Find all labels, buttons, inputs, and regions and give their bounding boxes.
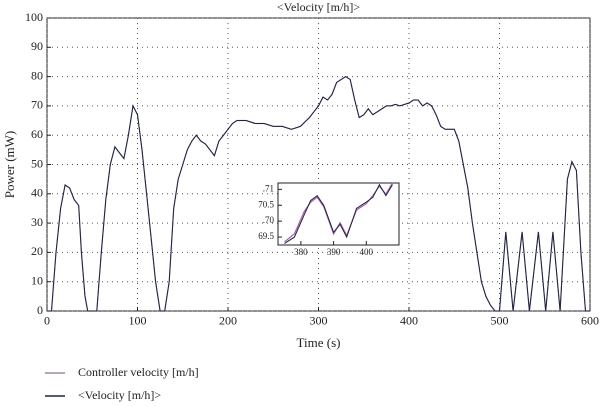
y-tick-label: 70.5 bbox=[258, 199, 274, 209]
y-tick-label: 10 bbox=[31, 273, 43, 287]
data-line bbox=[47, 76, 590, 312]
legend-label: Controller velocity [m/h] bbox=[78, 365, 199, 379]
x-tick-label: 300 bbox=[310, 314, 328, 328]
x-tick-label: 500 bbox=[491, 314, 509, 328]
x-tick-label: 0 bbox=[44, 314, 50, 328]
x-tick-label: 100 bbox=[129, 314, 147, 328]
legend-label: <Velocity [m/h]> bbox=[78, 388, 161, 402]
x-tick-label: 200 bbox=[219, 314, 237, 328]
y-tick-label: 20 bbox=[31, 244, 43, 258]
x-tick-label: 400 bbox=[360, 247, 374, 257]
y-tick-label: 70 bbox=[31, 98, 43, 112]
y-tick-label: 90 bbox=[31, 39, 43, 53]
x-tick-label: 380 bbox=[294, 247, 308, 257]
y-tick-label: 50 bbox=[31, 156, 43, 170]
y-tick-label: 69.5 bbox=[258, 231, 274, 241]
y-axis-label: Power (mW) bbox=[2, 131, 17, 199]
x-tick-label: 600 bbox=[581, 314, 599, 328]
y-tick-label: 30 bbox=[31, 215, 43, 229]
y-tick-label: .70 bbox=[263, 215, 275, 225]
y-tick-label: .71 bbox=[263, 183, 274, 193]
chart-title: <Velocity [m/h]> bbox=[277, 0, 360, 14]
y-tick-label: 100 bbox=[25, 10, 43, 24]
x-tick-label: 400 bbox=[400, 314, 418, 328]
x-tick-label: 390 bbox=[327, 247, 341, 257]
y-tick-label: 0 bbox=[37, 303, 43, 317]
y-tick-label: 80 bbox=[31, 68, 43, 82]
data-line bbox=[284, 183, 393, 244]
x-axis-label: Time (s) bbox=[297, 335, 341, 350]
y-tick-label: 60 bbox=[31, 127, 43, 141]
plot-area bbox=[277, 182, 400, 246]
y-tick-label: 40 bbox=[31, 186, 43, 200]
